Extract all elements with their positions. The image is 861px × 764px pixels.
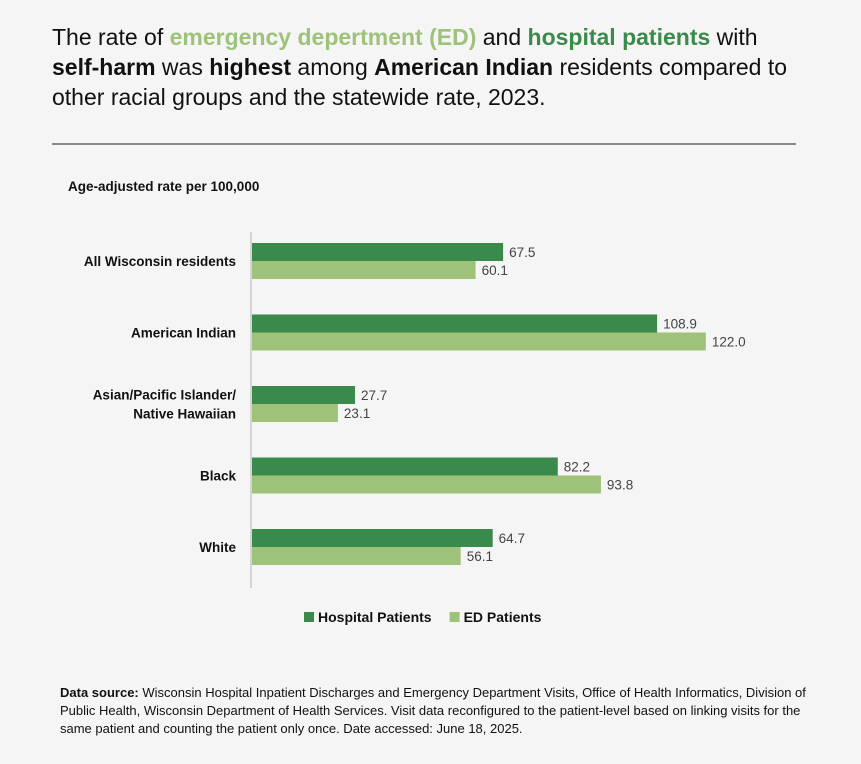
category-label: Black [200,469,237,484]
data-label-hospital: 108.9 [663,317,697,332]
bar-hospital [252,529,493,547]
headline-text: The rate of [52,24,170,50]
category-label: Native Hawaiian [133,407,236,422]
legend-swatch-hospital [304,612,314,622]
bar-hospital [252,314,658,333]
headline-bold-self-harm: self-harm [52,54,156,80]
bar-ed [252,332,706,351]
bar-hospital [252,243,504,261]
title-divider [52,143,796,145]
data-label-hospital: 67.5 [509,245,535,260]
bar-chart: Age-adjusted rate per 100,000 All Wiscons… [68,179,746,625]
headline-bold-american-indian: American Indian [374,54,554,80]
bar-ed [252,404,338,422]
data-source-text: Wisconsin Hospital Inpatient Discharges … [60,685,806,736]
legend-label-ed: ED Patients [464,609,542,625]
category-label: White [199,540,236,555]
headline-text: residents compared to other racial group… [52,54,788,110]
headline-ed-highlight: emergency depertment (ED) [169,24,477,50]
headline-text: and [476,24,528,50]
category-label: Asian/Pacific Islander/ [93,388,237,403]
category-label: American Indian [131,326,236,341]
data-label-hospital: 27.7 [361,388,387,403]
headline-text: was [155,54,210,80]
bar-ed [252,547,461,565]
headline-bold-highest: highest [209,54,292,80]
bar-ed [252,475,601,494]
bar-ed [252,261,476,279]
data-label-ed: 60.1 [482,263,508,278]
data-label-ed: 122.0 [712,335,746,350]
category-label: All Wisconsin residents [84,254,236,269]
data-source-label: Data source: [60,685,139,700]
data-label-hospital: 82.2 [564,460,590,475]
legend-swatch-ed [449,612,460,622]
bar-hospital [252,457,558,476]
headline-text: among [291,54,375,80]
bar-hospital [252,386,356,404]
data-label-ed: 93.8 [607,478,633,493]
chart-headline: The rate of emergency depertment (ED) an… [52,22,792,112]
legend-label-hospital: Hospital Patients [318,609,432,625]
headline-hospital-highlight: hospital patients [527,24,711,50]
y-axis-title: Age-adjusted rate per 100,000 [68,179,259,194]
data-label-ed: 23.1 [344,406,370,421]
data-label-ed: 56.1 [467,549,493,564]
headline-text: with [710,24,758,50]
data-source-note: Data source: Wisconsin Hospital Inpatien… [60,684,820,738]
data-label-hospital: 64.7 [499,531,525,546]
